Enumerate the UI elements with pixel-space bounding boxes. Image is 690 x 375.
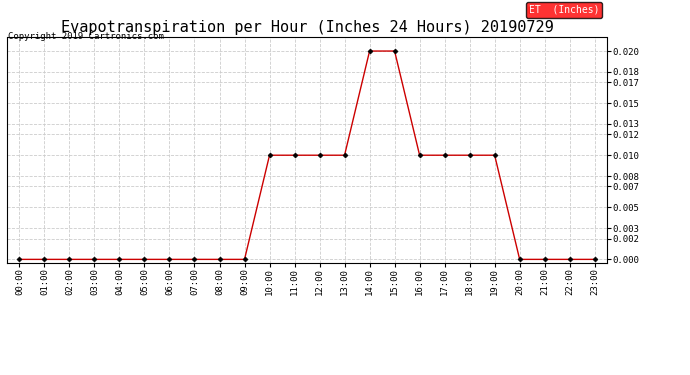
Title: Evapotranspiration per Hour (Inches 24 Hours) 20190729: Evapotranspiration per Hour (Inches 24 H… xyxy=(61,20,553,35)
Legend: ET  (Inches): ET (Inches) xyxy=(526,2,602,18)
Text: Copyright 2019 Cartronics.com: Copyright 2019 Cartronics.com xyxy=(8,32,164,41)
